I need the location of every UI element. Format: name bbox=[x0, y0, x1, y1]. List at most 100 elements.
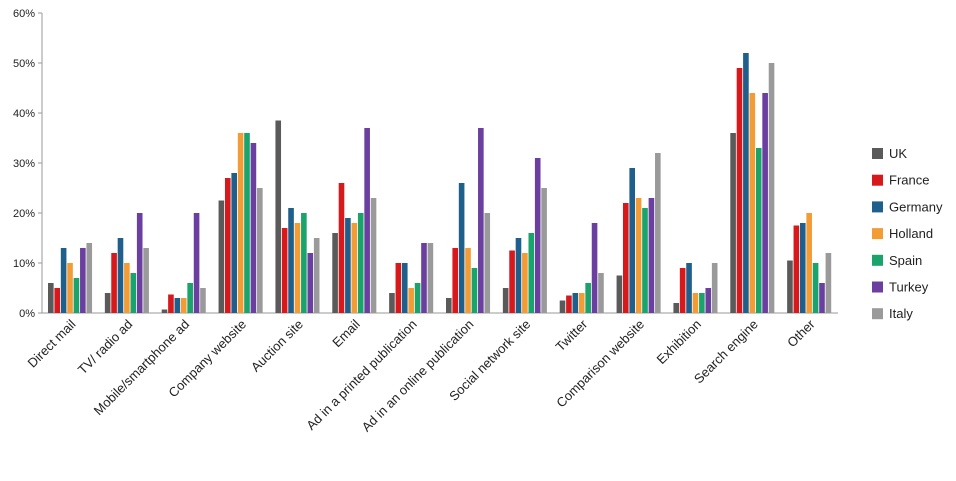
bar-italy bbox=[313, 238, 320, 313]
bar-holland bbox=[635, 198, 642, 313]
bar-italy bbox=[768, 63, 775, 313]
bar-germany bbox=[515, 238, 522, 313]
bar-uk bbox=[502, 288, 509, 313]
bar-spain bbox=[812, 263, 819, 313]
bar-germany bbox=[174, 298, 181, 313]
bar-italy bbox=[370, 198, 377, 313]
legend-label-turkey: Turkey bbox=[889, 280, 929, 295]
legend-swatch-uk bbox=[872, 148, 883, 159]
bar-germany bbox=[572, 293, 579, 313]
bar-france bbox=[224, 178, 231, 313]
bar-holland bbox=[124, 263, 130, 313]
y-tick-label: 20% bbox=[13, 208, 35, 220]
bar-spain bbox=[699, 293, 705, 313]
bar-italy bbox=[711, 263, 718, 313]
bar-italy bbox=[427, 243, 434, 313]
bar-turkey bbox=[534, 158, 541, 313]
legend-swatch-holland bbox=[872, 228, 883, 240]
y-tick-label: 30% bbox=[13, 158, 35, 170]
legend-label-uk: UK bbox=[889, 146, 907, 161]
y-tick-label: 10% bbox=[13, 258, 35, 270]
legend-label-holland: Holland bbox=[889, 226, 933, 241]
bar-uk bbox=[730, 133, 736, 313]
category-label: Auction site bbox=[248, 317, 306, 375]
bar-holland bbox=[522, 253, 528, 313]
category-label: Mobile/smartphone ad bbox=[91, 317, 193, 419]
bar-italy bbox=[655, 153, 661, 313]
bar-france bbox=[736, 68, 743, 313]
bar-uk bbox=[161, 309, 168, 313]
bar-holland bbox=[351, 223, 358, 313]
bar-holland bbox=[806, 213, 812, 313]
y-tick-label: 0% bbox=[19, 308, 35, 320]
bar-uk bbox=[446, 298, 452, 313]
bar-germany bbox=[686, 263, 692, 313]
bar-france bbox=[622, 203, 629, 313]
bar-turkey bbox=[193, 213, 200, 313]
bar-turkey bbox=[648, 198, 655, 313]
bar-italy bbox=[541, 188, 547, 313]
bar-turkey bbox=[421, 243, 427, 313]
bar-holland bbox=[578, 293, 585, 313]
bar-uk bbox=[104, 293, 111, 313]
bar-spain bbox=[357, 213, 364, 313]
bar-italy bbox=[86, 243, 93, 313]
bar-spain bbox=[414, 283, 421, 313]
bar-uk bbox=[332, 233, 338, 313]
bar-italy bbox=[200, 288, 206, 313]
bar-holland bbox=[67, 263, 73, 313]
bar-france bbox=[679, 268, 686, 313]
category-label: Ad in an online publication bbox=[359, 317, 477, 435]
bar-holland bbox=[180, 298, 187, 313]
bar-germany bbox=[117, 238, 124, 313]
bar-holland bbox=[465, 248, 471, 313]
bar-turkey bbox=[250, 143, 257, 313]
bar-turkey bbox=[819, 283, 825, 313]
bar-spain bbox=[187, 283, 193, 313]
bar-france bbox=[168, 294, 174, 313]
bar-spain bbox=[642, 208, 648, 313]
category-label: Other bbox=[784, 316, 818, 350]
bar-germany bbox=[629, 168, 635, 313]
bar-spain bbox=[585, 283, 591, 313]
bar-germany bbox=[60, 248, 67, 313]
bar-turkey bbox=[136, 213, 143, 313]
bar-spain bbox=[244, 133, 250, 313]
legend-label-spain: Spain bbox=[889, 253, 922, 268]
bar-italy bbox=[825, 253, 832, 313]
category-label: Ad in a printed publication bbox=[303, 317, 419, 433]
category-label: Twitter bbox=[553, 316, 591, 354]
y-tick-label: 60% bbox=[13, 8, 35, 20]
bar-france bbox=[111, 253, 117, 313]
y-tick-label: 50% bbox=[13, 58, 35, 70]
bar-uk bbox=[275, 120, 282, 313]
legend-swatch-france bbox=[872, 174, 883, 186]
bar-uk bbox=[218, 200, 225, 313]
bar-france bbox=[338, 183, 345, 313]
category-label: TV/ radio ad bbox=[75, 317, 136, 378]
bar-turkey bbox=[591, 223, 598, 313]
bar-holland bbox=[294, 223, 301, 313]
bar-france bbox=[566, 295, 572, 313]
bar-germany bbox=[799, 223, 806, 313]
legend-swatch-germany bbox=[872, 201, 883, 213]
bar-france bbox=[54, 288, 61, 313]
bar-uk bbox=[616, 275, 623, 313]
legend-label-france: France bbox=[889, 173, 929, 188]
bar-turkey bbox=[478, 128, 484, 313]
bar-spain bbox=[471, 268, 478, 313]
bar-germany bbox=[288, 208, 294, 313]
bar-germany bbox=[345, 218, 351, 313]
bar-spain bbox=[755, 148, 762, 313]
bar-germany bbox=[401, 263, 408, 313]
bar-france bbox=[281, 228, 288, 313]
bar-italy bbox=[257, 188, 263, 313]
bar-turkey bbox=[762, 93, 768, 313]
bar-holland bbox=[408, 288, 414, 313]
legend-swatch-spain bbox=[872, 254, 883, 266]
bar-italy bbox=[484, 213, 491, 313]
bar-turkey bbox=[80, 248, 86, 313]
category-label: Email bbox=[329, 316, 363, 350]
bar-uk bbox=[673, 303, 680, 313]
